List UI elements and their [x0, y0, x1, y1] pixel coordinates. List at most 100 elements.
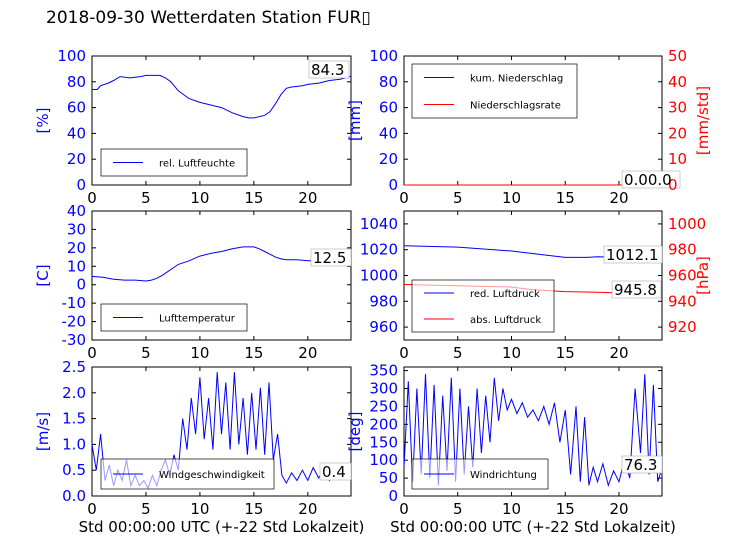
precipitation-xtick-label: 5 — [453, 189, 463, 207]
humidity-ytick-label: 60 — [67, 99, 86, 117]
wind_speed-axes — [91, 366, 352, 497]
pressure-value-box — [611, 280, 662, 299]
wind_direction-ytick-label: 0 — [388, 487, 398, 505]
wind_speed-xtick-label: 5 — [141, 500, 151, 518]
temperature-ylabel: [C] — [34, 264, 52, 286]
humidity-frame — [91, 55, 352, 186]
temperature-value-box — [310, 248, 352, 267]
wind_direction-xtick-label: 10 — [502, 500, 521, 518]
temperature-value-label: 12.5 — [313, 249, 346, 267]
precipitation-ylabel: [mm] — [346, 100, 364, 141]
pressure-ytick-label: 960 — [369, 318, 398, 336]
wind_speed-frame — [91, 366, 352, 497]
temperature-axes — [91, 210, 352, 341]
wind_speed-legend-label: Windgeschwindigkeit — [159, 470, 265, 481]
temperature-ytick-label: -10 — [62, 294, 87, 312]
pressure-xtick-label: 15 — [556, 344, 575, 362]
wind_speed-xtick-label: 10 — [190, 500, 209, 518]
wind_speed-xtick-label: 15 — [244, 500, 263, 518]
precipitation-y2tick-label: 20 — [668, 124, 687, 142]
wind_direction-ylabel: [deg] — [346, 412, 364, 452]
pressure-xtick-label: 0 — [399, 344, 409, 362]
wind_direction-ytick-label: 350 — [369, 362, 398, 380]
wind_direction-ytick-label: 150 — [369, 433, 398, 451]
wind_speed-ylabel: [m/s] — [34, 412, 52, 451]
wind_direction-frame — [403, 366, 663, 497]
pressure-ytick-label: 1020 — [360, 241, 398, 259]
pressure-y2tick-label: 960 — [668, 267, 697, 285]
humidity-ytick-label: 80 — [67, 73, 86, 91]
humidity-xtick-label: 0 — [87, 189, 97, 207]
figure-title: 2018-09-30 Wetterdaten Station FUR▯ — [46, 8, 371, 28]
humidity-xtick-label: 15 — [244, 189, 263, 207]
wind_speed-ytick-label: 0.0 — [62, 487, 86, 505]
humidity-legend-label: rel. Luftfeuchte — [159, 159, 235, 170]
precipitation-y2tick-label: 10 — [668, 150, 687, 168]
wind_direction-ytick-label: 100 — [369, 451, 398, 469]
precipitation-ytick-label: 0 — [388, 176, 398, 194]
precipitation-y2tick-label: 0 — [668, 176, 678, 194]
pressure-xtick-label: 10 — [502, 344, 521, 362]
pressure-y2tick-label: 940 — [668, 292, 697, 310]
precipitation-legend-label: Niederschlagsrate — [470, 101, 561, 112]
temperature-ytick-label: -20 — [62, 313, 87, 331]
temperature-xtick-label: 5 — [141, 344, 151, 362]
wind_direction-xtick-label: 20 — [609, 500, 628, 518]
humidity-ytick-label: 40 — [67, 124, 86, 142]
temperature-ytick-label: 20 — [67, 239, 86, 257]
humidity-ytick-label: 100 — [57, 47, 86, 65]
temperature-xtick-label: 0 — [87, 344, 97, 362]
humidity-ytick-label: 0 — [76, 176, 86, 194]
wind_speed-value-box — [319, 462, 352, 481]
wind_direction-series-0 — [403, 374, 663, 487]
humidity-value-label: 84.3 — [311, 61, 344, 79]
wind_speed-ytick-label: 1.5 — [62, 410, 86, 428]
precipitation-ytick-label: 80 — [379, 73, 398, 91]
wind_direction-ytick-label: 300 — [369, 380, 398, 398]
wind_direction-ytick-label: 50 — [379, 469, 398, 487]
pressure-ytick-label: 980 — [369, 292, 398, 310]
pressure-y2tick-label: 920 — [668, 318, 697, 336]
pressure-legend-box — [411, 279, 555, 333]
pressure-ytick-label: 1000 — [360, 267, 398, 285]
temperature-xtick-label: 15 — [244, 344, 263, 362]
pressure-y2tick-label: 980 — [668, 241, 697, 259]
pressure-axes — [403, 210, 663, 341]
precipitation-ytick-label: 20 — [379, 150, 398, 168]
wind_speed-xtick-label: 20 — [298, 500, 317, 518]
precipitation-xtick-label: 0 — [399, 189, 409, 207]
wind_speed-xlabel: Std 00:00:00 UTC (+-22 Std Lokalzeit) — [79, 518, 365, 536]
wind_speed-ytick-label: 0.5 — [62, 461, 86, 479]
humidity-ytick-label: 20 — [67, 150, 86, 168]
humidity-xtick-label: 20 — [298, 189, 317, 207]
wind_speed-ytick-label: 1.0 — [62, 435, 86, 453]
precipitation-legend-label: kum. Niederschlag — [470, 74, 563, 85]
wind_direction-axes — [403, 366, 663, 497]
humidity-value-box — [308, 60, 350, 79]
humidity-xtick-label: 5 — [141, 189, 151, 207]
precipitation-y2tick-label: 30 — [668, 99, 687, 117]
precipitation-value-box — [621, 170, 681, 189]
humidity-axes — [91, 55, 352, 186]
temperature-ytick-label: 40 — [67, 202, 86, 220]
pressure-legend-label: red. Luftdruck — [470, 289, 540, 300]
precipitation-xtick-label: 20 — [609, 189, 628, 207]
wind_direction-xtick-label: 0 — [399, 500, 409, 518]
pressure-legend-label: abs. Luftdruck — [470, 315, 541, 326]
precipitation-legend-box — [411, 63, 578, 119]
precipitation-y2tick-label: 40 — [668, 73, 687, 91]
precipitation-ytick-label: 100 — [369, 47, 398, 65]
temperature-ytick-label: -30 — [62, 331, 87, 349]
temperature-ytick-label: 0 — [76, 276, 86, 294]
wind_speed-xtick-label: 0 — [87, 500, 97, 518]
pressure-value-box — [603, 245, 663, 264]
temperature-ytick-label: 30 — [67, 220, 86, 238]
wind_speed-ytick-label: 2.5 — [62, 358, 86, 376]
pressure-xtick-label: 20 — [609, 344, 628, 362]
temperature-xtick-label: 20 — [298, 344, 317, 362]
precipitation-axes — [403, 55, 681, 189]
pressure-y2tick-label: 1000 — [668, 215, 706, 233]
wind_speed-ytick-label: 2.0 — [62, 384, 86, 402]
pressure-ytick-label: 1040 — [360, 215, 398, 233]
temperature-xtick-label: 10 — [190, 344, 209, 362]
